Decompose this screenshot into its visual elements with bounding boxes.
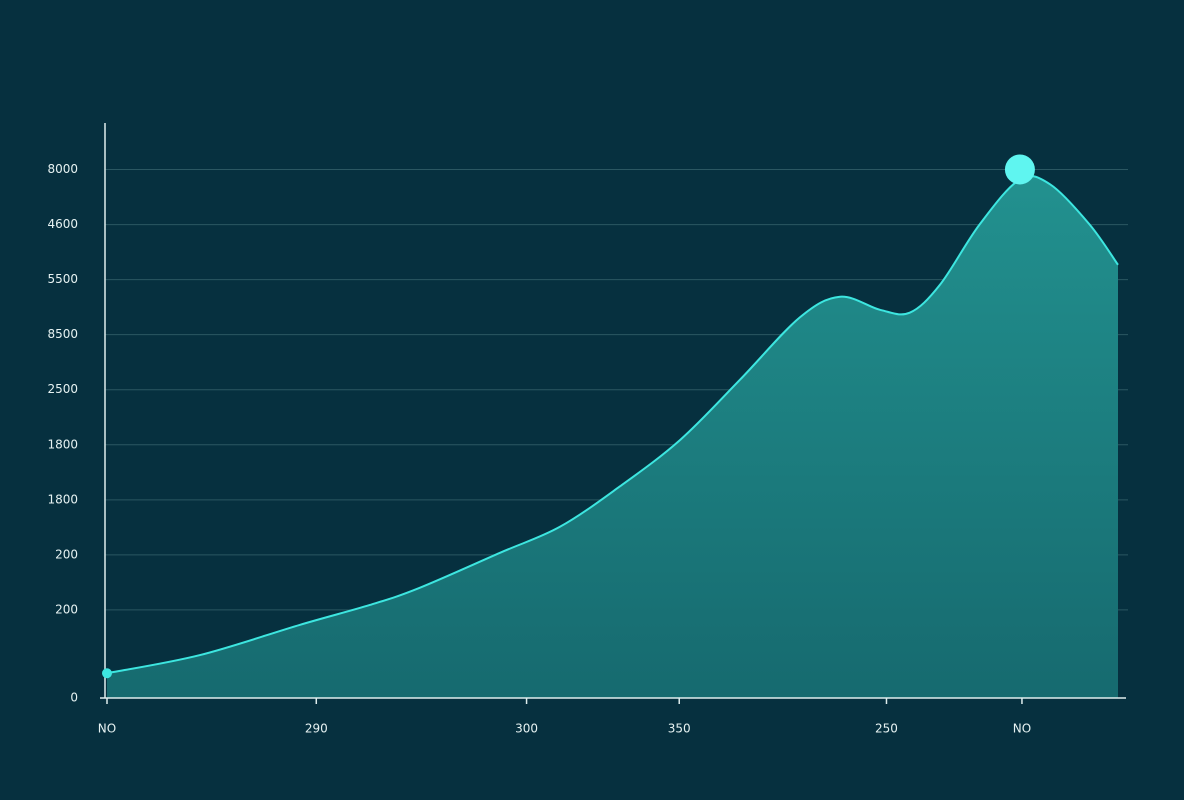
y-tick-label: 8500	[47, 327, 78, 341]
x-tick-label: 250	[875, 722, 898, 736]
x-tick-label: 290	[305, 722, 328, 736]
area-line	[106, 175, 1119, 675]
x-tick-label: NO	[98, 722, 116, 736]
y-tick-label: 200	[55, 547, 78, 561]
y-tick-label: 4600	[47, 217, 78, 231]
area-fill	[107, 176, 1118, 698]
peak-marker	[1004, 154, 1035, 185]
y-tick-label: 8000	[47, 162, 78, 176]
y-tick-label: 5500	[47, 272, 78, 286]
x-tick-label: 350	[668, 722, 691, 736]
x-tick-label: NO	[1013, 722, 1031, 736]
y-tick-label: 1800	[47, 437, 78, 451]
y-tick-label: 1800	[47, 492, 78, 506]
y-tick-label: 200	[55, 602, 78, 616]
x-tick-label: 300	[515, 722, 538, 736]
y-tick-label: 2500	[47, 382, 78, 396]
start-marker	[102, 668, 112, 679]
y-tick-label: 0	[70, 691, 78, 705]
